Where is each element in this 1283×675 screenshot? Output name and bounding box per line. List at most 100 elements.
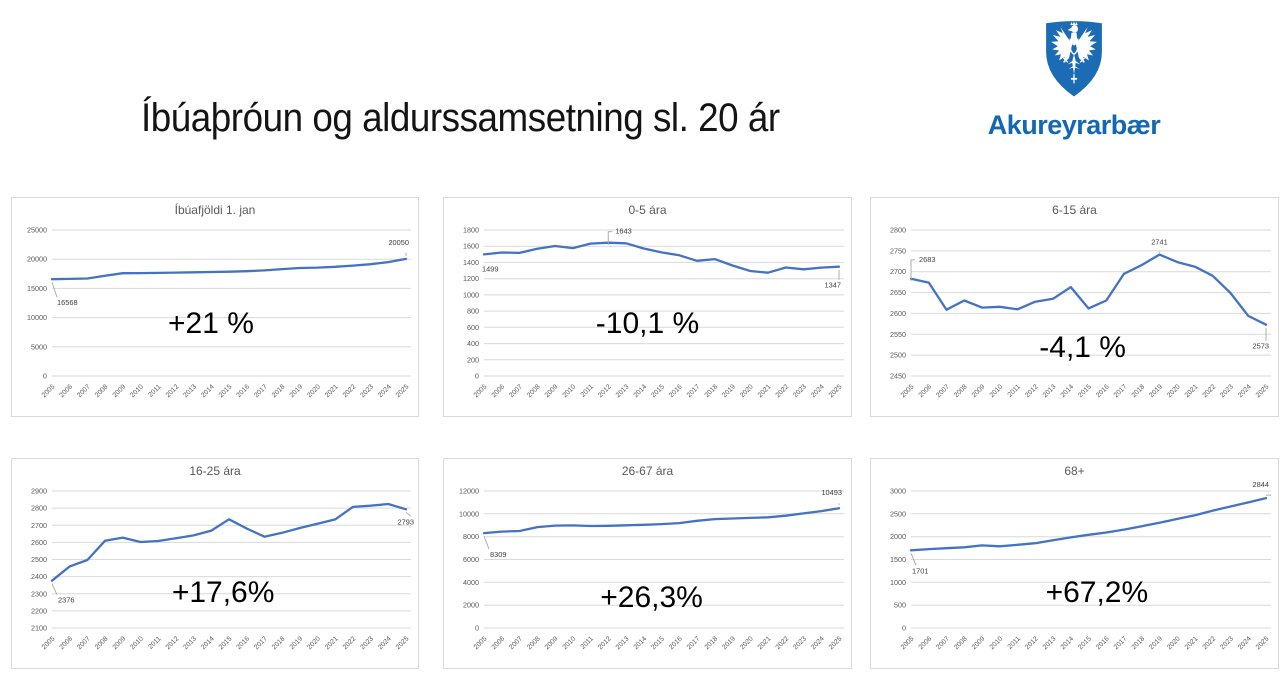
coat-of-arms-icon [1046,21,1102,97]
x-tick-label: 2014 [633,383,649,399]
x-tick-label: 2021 [324,635,340,651]
y-tick-label: 2450 [890,372,906,381]
y-tick-label: 2500 [31,555,47,564]
chart-age-26-67: 26-67 ára +26,3% 0 2000 4000 6000 8000 10000 1… [443,458,852,669]
point-label: 2844 [1253,481,1269,489]
y-tick-label: 2550 [890,330,906,339]
y-tick-label: 2800 [890,226,906,235]
x-tick-label: 2015 [1077,383,1093,399]
x-tick-label: 2010 [129,635,145,651]
x-tick-label: 2007 [935,635,951,651]
x-tick-label: 2016 [668,383,684,399]
y-tick-label: 200 [467,355,479,364]
x-tick-label: 2020 [1166,635,1182,651]
x-tick-label: 2023 [792,383,808,399]
x-tick-label: 2011 [1007,383,1022,398]
y-tick-label: 2100 [31,624,47,633]
x-tick-label: 2007 [935,383,951,399]
y-tick-label: 400 [467,339,479,348]
x-tick-label: 2011 [147,383,162,398]
x-tick-label: 2011 [580,383,595,398]
x-tick-label: 2017 [253,383,269,399]
y-tick-label: 20000 [27,255,47,264]
chart-age-68-plus: 68+ +67,2% 0 500 1000 1500 2000 2500 3000 2005 2… [870,458,1279,669]
point-label: 16568 [57,298,78,307]
y-tick-label: 2800 [31,504,47,513]
x-tick-label: 2009 [112,635,128,651]
x-tick-label: 2024 [1237,383,1253,399]
y-tick-label: 4000 [463,578,479,587]
y-tick-label: 2700 [890,267,906,276]
x-tick-label: 2012 [1024,635,1040,651]
chart-age-6-15: 6-15 ára -4,1 % 2450 2500 2550 2600 2650 2700… [870,197,1279,417]
x-tick-label: 2013 [615,383,631,399]
x-tick-label: 2015 [218,383,234,399]
x-tick-label: 2019 [721,383,737,399]
leader-line [910,259,915,281]
x-tick-label: 2015 [650,635,666,651]
y-tick-label: 2650 [890,288,906,297]
y-tick-label: 5000 [31,342,47,351]
x-tick-label: 2021 [1184,383,1200,399]
leader-line [910,553,917,566]
x-tick-label: 2013 [1042,383,1058,399]
percent-label: -4,1 % [1039,331,1126,365]
x-tick-label: 2008 [94,383,110,399]
x-tick-label: 2007 [508,383,524,399]
y-tick-label: 2600 [890,309,906,318]
x-tick-label: 2010 [129,383,145,399]
x-tick-label: 2019 [721,635,737,651]
x-tick-label: 2019 [289,635,305,651]
y-tick-label: 0 [43,372,47,381]
x-tick-label: 2024 [377,383,393,399]
x-tick-label: 2015 [218,635,234,651]
x-tick-label: 2009 [544,635,560,651]
y-tick-label: 1800 [463,226,479,235]
x-tick-label: 2020 [739,383,755,399]
point-label: 10493 [821,488,842,497]
point-label: 1643 [615,227,631,236]
point-label: 8309 [490,550,506,559]
x-tick-label: 2025 [395,383,411,399]
percent-label: +26,3% [600,580,703,614]
leader-line [51,583,58,595]
leader-line [483,535,490,550]
x-tick-label: 2013 [182,635,198,651]
x-tick-label: 2020 [306,635,322,651]
x-tick-label: 2005 [900,383,916,399]
x-tick-label: 2024 [377,635,393,651]
y-tick-label: 2900 [31,487,47,496]
x-tick-label: 2016 [235,635,251,651]
chart-age-16-25: 16-25 ára +17,6% 2100 2200 2300 2400 2500 260… [11,458,419,669]
x-tick-label: 2013 [182,383,198,399]
x-tick-label: 2011 [1007,635,1022,650]
x-tick-label: 2021 [324,383,340,399]
y-tick-label: 0 [902,624,906,633]
x-tick-label: 2008 [94,635,110,651]
y-tick-label: 1000 [890,578,906,587]
chart-title: 0-5 ára [628,203,667,217]
x-tick-label: 2014 [633,635,649,651]
x-tick-label: 2018 [271,635,287,651]
point-label: 1701 [912,566,928,575]
x-tick-label: 2022 [342,383,358,399]
x-tick-label: 2007 [508,635,524,651]
x-tick-label: 2017 [686,635,702,651]
x-tick-label: 2008 [953,635,969,651]
logo-wordmark: Akureyrarbær [987,110,1161,140]
percent-label: +17,6% [171,575,275,609]
chart-title: 26-67 ára [621,464,674,478]
x-tick-label: 2024 [810,635,826,651]
x-tick-label: 2012 [597,635,613,651]
x-tick-label: 2020 [1166,383,1182,399]
y-tick-label: 2600 [31,538,47,547]
x-tick-label: 2018 [704,383,720,399]
x-tick-label: 2017 [1113,383,1129,399]
chart-title: 6-15 ára [1052,203,1097,217]
x-tick-label: 2009 [971,383,987,399]
x-tick-label: 2018 [271,383,287,399]
eagle-glyph [1051,21,1097,84]
y-tick-label: 2500 [890,509,906,518]
